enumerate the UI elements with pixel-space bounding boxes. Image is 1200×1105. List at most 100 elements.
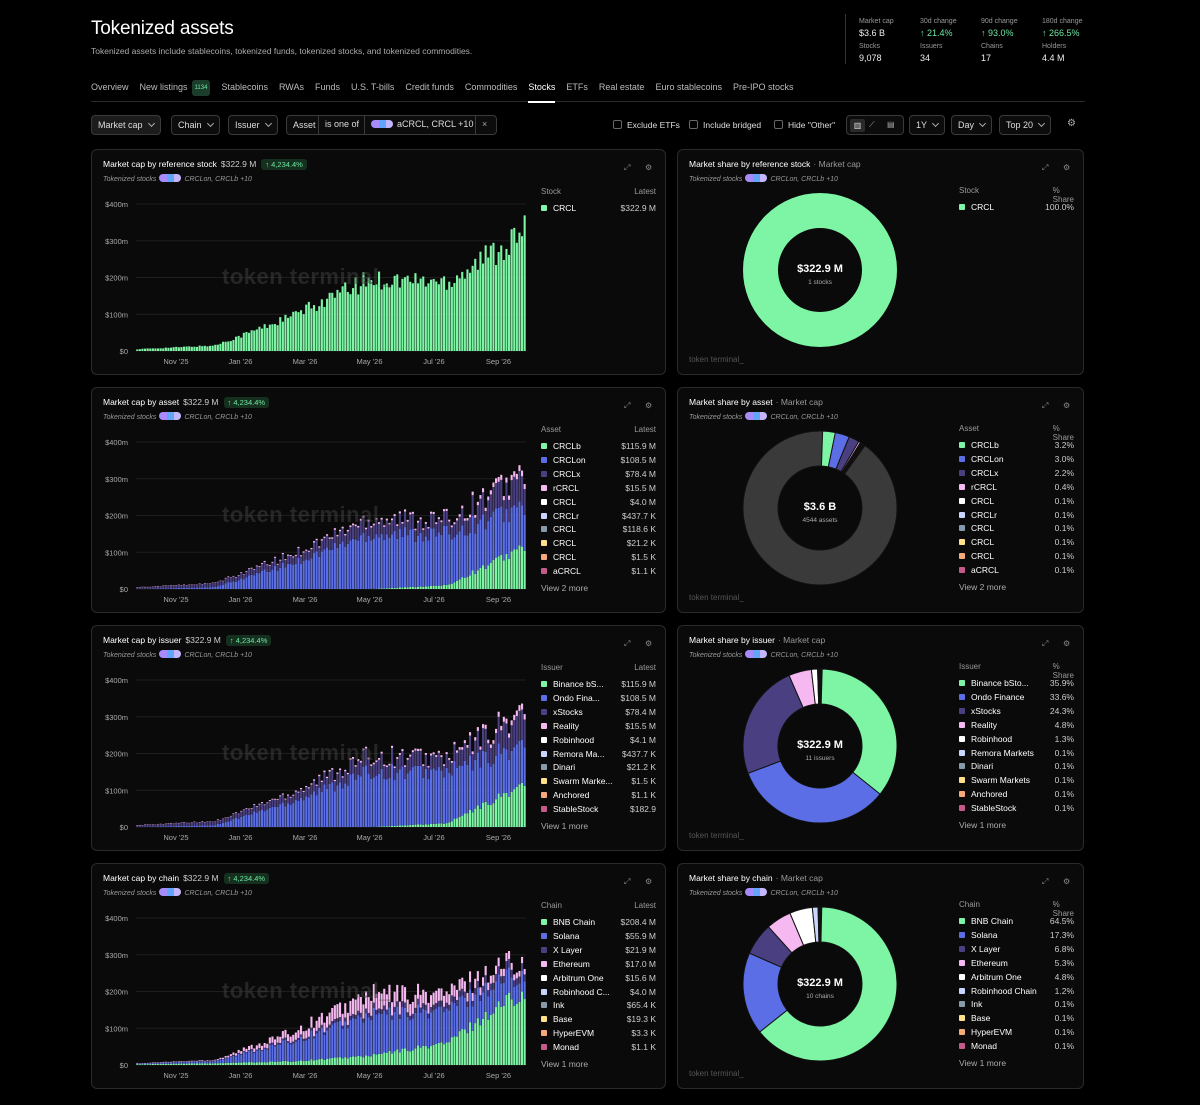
gear-icon[interactable]: ⚙ [645,401,653,410]
legend-item[interactable]: CRCL 100.0% [959,202,1074,212]
tab-commodities[interactable]: Commodities [465,80,518,102]
legend-item[interactable]: CRCL $118.6 K [541,524,656,534]
tab-overview[interactable]: Overview [91,80,129,102]
legend-item[interactable]: CRCL 0.1% [959,551,1074,561]
legend-item[interactable]: Base $19.3 K [541,1014,656,1024]
legend-item[interactable]: Reality 4.8% [959,720,1074,730]
donut-slice[interactable] [819,668,898,795]
tab-stablecoins[interactable]: Stablecoins [221,80,268,102]
granularity-select[interactable]: Day [951,115,993,135]
gear-icon[interactable]: ⚙ [645,877,653,886]
legend-item[interactable]: xStocks $78.4 M [541,707,656,717]
legend-item[interactable]: Robinhood C... $4.0 M [541,987,656,997]
legend-item[interactable]: Anchored 0.1% [959,789,1074,799]
legend-item[interactable]: BNB Chain 64.5% [959,916,1074,926]
legend-item[interactable]: Ink 0.1% [959,999,1074,1009]
legend-item[interactable]: CRCL $322.9 M [541,203,656,213]
gear-icon[interactable]: ⚙ [645,639,653,648]
donut-slice[interactable] [747,760,881,824]
legend-item[interactable]: Binance bSto... 35.9% [959,678,1074,688]
line-chart-icon[interactable]: ⟋ [869,120,875,129]
gear-icon[interactable]: ⚙ [1063,639,1071,648]
legend-item[interactable]: Remora Markets 0.1% [959,748,1074,758]
view-more-link[interactable]: View 1 more [541,821,589,831]
legend-item[interactable]: CRCLr 0.1% [959,510,1074,520]
legend-item[interactable]: Swarm Markets 0.1% [959,775,1074,785]
legend-item[interactable]: Arbitrum One 4.8% [959,972,1074,982]
expand-icon[interactable]: ⤢ [1042,639,1049,648]
include-bridged-checkbox[interactable]: Include bridged [689,120,761,130]
tab-etfs[interactable]: ETFs [566,80,588,102]
donut-slice[interactable] [742,430,898,586]
legend-item[interactable]: Reality $15.5 M [541,721,656,731]
legend-item[interactable]: Dinari $21.2 K [541,762,656,772]
gear-icon[interactable]: ⚙ [1067,118,1076,129]
legend-item[interactable]: StableStock $182.9 [541,804,656,814]
tab-pre-ipo-stocks[interactable]: Pre-IPO stocks [733,80,794,102]
legend-item[interactable]: Robinhood Chain 1.2% [959,986,1074,996]
chain-filter[interactable]: Chain [171,115,220,135]
asset-filter-operator[interactable]: is one of [318,115,359,135]
legend-item[interactable]: StableStock 0.1% [959,803,1074,813]
legend-item[interactable]: Base 0.1% [959,1013,1074,1023]
gear-icon[interactable]: ⚙ [1063,877,1071,886]
donut-slice[interactable] [820,668,823,705]
close-icon[interactable]: × [475,115,487,135]
tab-new-listings[interactable]: New listings 1134 [140,80,211,102]
gear-icon[interactable]: ⚙ [1063,401,1071,410]
tab-funds[interactable]: Funds [315,80,340,102]
legend-item[interactable]: Monad $1.1 K [541,1042,656,1052]
legend-item[interactable]: CRCLr $437.7 K [541,511,656,521]
expand-icon[interactable]: ⤢ [624,163,631,172]
view-more-link[interactable]: View 2 more [959,582,1007,592]
legend-item[interactable]: CRCL 0.1% [959,537,1074,547]
legend-item[interactable]: Anchored $1.1 K [541,790,656,800]
issuer-filter[interactable]: Issuer [228,115,278,135]
legend-item[interactable]: Swarm Marke... $1.5 K [541,776,656,786]
legend-item[interactable]: rCRCL 0.4% [959,482,1074,492]
legend-item[interactable]: Arbitrum One $15.6 M [541,973,656,983]
range-select[interactable]: 1Y [909,115,946,135]
legend-item[interactable]: Ink $65.4 K [541,1000,656,1010]
legend-item[interactable]: Robinhood 1.3% [959,734,1074,744]
gear-icon[interactable]: ⚙ [1063,163,1071,172]
legend-item[interactable]: HyperEVM $3.3 K [541,1028,656,1038]
legend-item[interactable]: CRCL $1.5 K [541,552,656,562]
tab-real-estate[interactable]: Real estate [599,80,645,102]
legend-item[interactable]: CRCLon $108.5 M [541,455,656,465]
tab-rwas[interactable]: RWAs [279,80,304,102]
legend-item[interactable]: aCRCL $1.1 K [541,566,656,576]
tab-credit-funds[interactable]: Credit funds [405,80,454,102]
legend-item[interactable]: Robinhood $4.1 M [541,735,656,745]
legend-item[interactable]: Solana 17.3% [959,930,1074,940]
donut-slice[interactable] [743,193,897,347]
asset-filter-values[interactable]: aCRCL, CRCL +10 [364,115,473,135]
legend-item[interactable]: Remora Ma... $437.7 K [541,749,656,759]
view-more-link[interactable]: View 2 more [541,583,589,593]
expand-icon[interactable]: ⤢ [1042,163,1049,172]
legend-item[interactable]: Ethereum $17.0 M [541,959,656,969]
legend-item[interactable]: BNB Chain $208.4 M [541,917,656,927]
legend-item[interactable]: CRCL 0.1% [959,496,1074,506]
view-more-link[interactable]: View 1 more [959,820,1007,830]
view-more-link[interactable]: View 1 more [959,1058,1007,1068]
legend-item[interactable]: Binance bS... $115.9 M [541,679,656,689]
expand-icon[interactable]: ⤢ [624,401,631,410]
hide-other-checkbox[interactable]: Hide "Other" [774,120,835,130]
top-n-select[interactable]: Top 20 [999,115,1052,135]
legend-item[interactable]: Ethereum 5.3% [959,958,1074,968]
legend-item[interactable]: rCRCL $15.5 M [541,483,656,493]
legend-item[interactable]: CRCL $4.0 M [541,497,656,507]
legend-item[interactable]: X Layer $21.9 M [541,945,656,955]
area-chart-icon[interactable]: ▤ [887,120,895,129]
asset-filter[interactable]: Asset is one of aCRCL, CRCL +10 × [286,115,497,135]
legend-item[interactable]: Ondo Finance 33.6% [959,692,1074,702]
metric-select[interactable]: Market cap [91,115,161,135]
legend-item[interactable]: HyperEVM 0.1% [959,1027,1074,1037]
donut-slice[interactable] [759,906,898,1062]
legend-item[interactable]: X Layer 6.8% [959,944,1074,954]
legend-item[interactable]: Dinari 0.1% [959,761,1074,771]
expand-icon[interactable]: ⤢ [1042,401,1049,410]
legend-item[interactable]: CRCLb $115.9 M [541,441,656,451]
expand-icon[interactable]: ⤢ [624,877,631,886]
